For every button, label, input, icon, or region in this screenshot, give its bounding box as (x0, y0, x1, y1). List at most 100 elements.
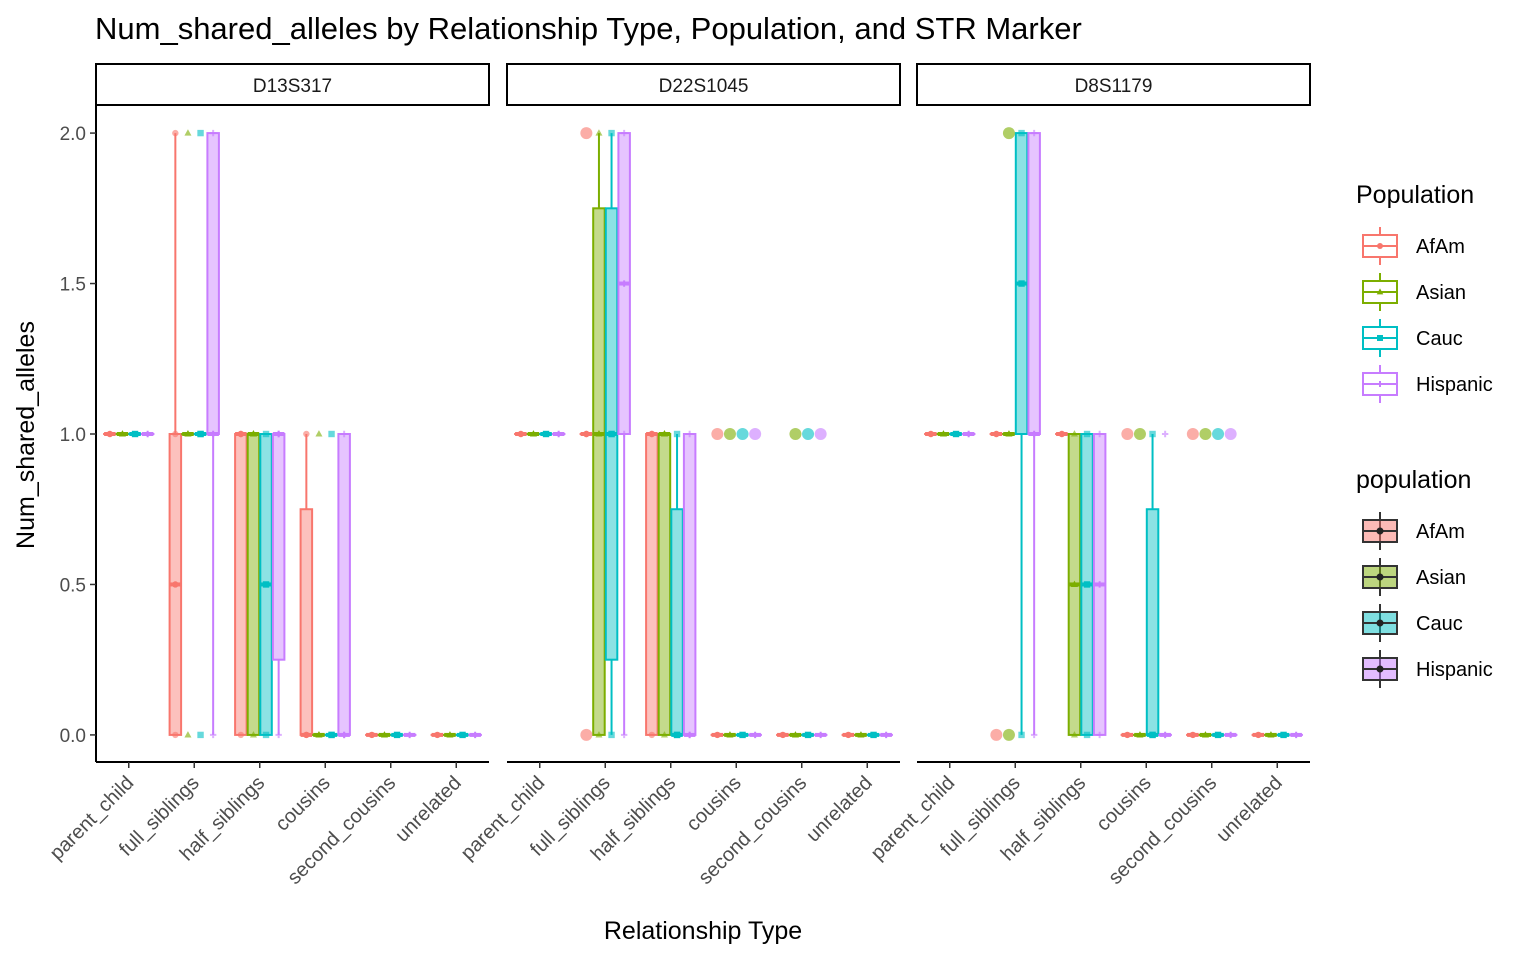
median-point (1255, 731, 1262, 739)
strip-box (95, 63, 490, 106)
box-unrelated-Cauc (866, 731, 881, 739)
data-point (249, 430, 257, 437)
legend-title: population (1356, 466, 1471, 494)
data-point (620, 129, 628, 137)
median-point (1280, 731, 1287, 739)
data-point (648, 430, 656, 438)
data-point (608, 430, 615, 438)
box-second_cousins-Asian (377, 731, 392, 738)
point-marker (1070, 430, 1078, 437)
data-point (328, 731, 335, 739)
point-marker (673, 731, 681, 739)
point-marker (673, 430, 681, 438)
box-parent_child-Cauc (128, 430, 142, 438)
legend-key-shape (1376, 288, 1384, 295)
strip-box (506, 63, 901, 106)
point-marker (1002, 728, 1015, 741)
data-point (1133, 428, 1146, 440)
point-marker (749, 428, 762, 440)
data-point (172, 731, 179, 739)
point-marker (1096, 731, 1103, 739)
data-point (595, 731, 603, 738)
median-point (993, 430, 1000, 438)
point-marker (1083, 430, 1091, 438)
box-cousins-AfAm (1120, 731, 1135, 739)
median-point (1005, 430, 1013, 437)
x-tick-label: cousins (271, 772, 335, 836)
median-point (726, 731, 734, 738)
median-point (1136, 731, 1144, 738)
point-marker (303, 731, 310, 739)
median-point (791, 731, 799, 738)
point-marker (583, 430, 590, 438)
point-marker (1212, 428, 1225, 440)
median-point (1124, 731, 1131, 739)
median-point (817, 731, 824, 739)
legend-key-dot (1376, 573, 1384, 581)
x-tick-label: unrelated (1212, 772, 1287, 847)
legend-item-AfAm: AfAm (1362, 512, 1465, 550)
y-tick-label: 0.5 (60, 575, 86, 596)
median-point (804, 731, 812, 739)
data-point (237, 731, 245, 739)
point-marker (620, 430, 628, 438)
box-cousins-AfAm (299, 434, 314, 739)
legend-key-dot (1376, 619, 1384, 627)
data-point (595, 430, 603, 437)
box-parent_child-AfAm (103, 430, 117, 438)
point-marker (197, 430, 204, 438)
point-marker (1121, 428, 1134, 440)
data-point (608, 129, 615, 137)
strip-label: D22S1045 (659, 76, 749, 97)
y-tick-label: 2.0 (60, 124, 86, 145)
data-point (1070, 430, 1078, 437)
data-point (1224, 428, 1237, 440)
x-tick-label: unrelated (391, 772, 466, 847)
box-second_cousins-AfAm (1186, 731, 1200, 739)
box-half_siblings-Hispanic (271, 430, 286, 735)
median-point (1214, 731, 1222, 739)
data-point (1186, 428, 1199, 440)
median-point (1070, 580, 1078, 588)
point-marker (608, 129, 615, 137)
data-point (315, 430, 323, 437)
point-marker (172, 129, 179, 137)
median-point (459, 731, 466, 739)
median-point (1096, 581, 1103, 588)
point-marker (990, 728, 1003, 741)
median-point (751, 731, 759, 739)
box-body (592, 207, 606, 736)
median-point (368, 731, 376, 739)
jitter-points (172, 129, 348, 739)
data-point (814, 428, 827, 440)
point-marker (1018, 731, 1025, 739)
median-point (542, 430, 550, 438)
data-point (303, 731, 310, 739)
median-point (779, 731, 787, 739)
median-point (1030, 430, 1038, 438)
point-marker (608, 731, 615, 739)
box-half_siblings-AfAm (234, 430, 248, 736)
box-second_cousins-AfAm (365, 731, 379, 739)
jitter-points (580, 127, 827, 741)
point-marker (237, 731, 245, 739)
box-body (234, 433, 248, 736)
box-parent_child-Hispanic (140, 430, 155, 438)
box-half_siblings-Asian (246, 430, 261, 736)
point-marker (1018, 129, 1025, 137)
median-point (739, 731, 746, 739)
point-marker (197, 731, 204, 739)
point-marker (595, 731, 603, 738)
y-tick-label: 1.5 (60, 275, 86, 296)
legend-key-dot (1376, 527, 1384, 535)
median-point (1267, 731, 1275, 738)
legend-item-Hispanic: Hispanic (1362, 365, 1493, 403)
data-point (1121, 428, 1134, 440)
data-point (673, 731, 681, 739)
median-point (471, 731, 479, 739)
legend-item-Cauc: Cauc (1362, 319, 1463, 357)
data-point (789, 428, 802, 440)
box-unrelated-Asian (854, 731, 868, 738)
data-point (275, 430, 282, 438)
data-point (749, 428, 762, 440)
